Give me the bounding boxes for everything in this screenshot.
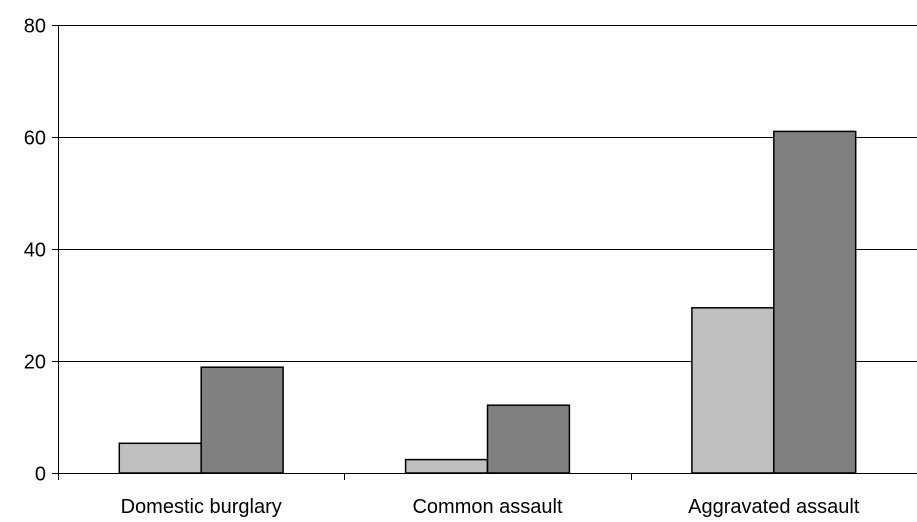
labels: 0 20 40 60 80 Domestic burglary Common assault… (24, 16, 860, 519)
bar-series1-common-assault (404, 458, 489, 474)
bar-series2-domestic-burglary (200, 366, 284, 474)
y-tick-label-40: 40 (24, 240, 46, 262)
bar-series1-domestic-burglary (118, 442, 202, 474)
x-category-label-common-assault: Common assault (412, 496, 563, 518)
axes (52, 25, 917, 480)
x-category-label-domestic-burglary: Domestic burglary (121, 496, 282, 518)
y-tick-label-80: 80 (24, 16, 46, 38)
y-tick-label-0: 0 (35, 464, 46, 486)
bar-series2-aggravated-assault (773, 130, 857, 474)
y-tick-label-20: 20 (24, 352, 46, 374)
bars (118, 130, 857, 474)
x-category-label-aggravated-assault: Aggravated assault (688, 496, 860, 518)
bar-series2-common-assault (486, 404, 571, 474)
bar-series1-aggravated-assault (691, 307, 775, 474)
y-tick-label-60: 60 (24, 128, 46, 150)
